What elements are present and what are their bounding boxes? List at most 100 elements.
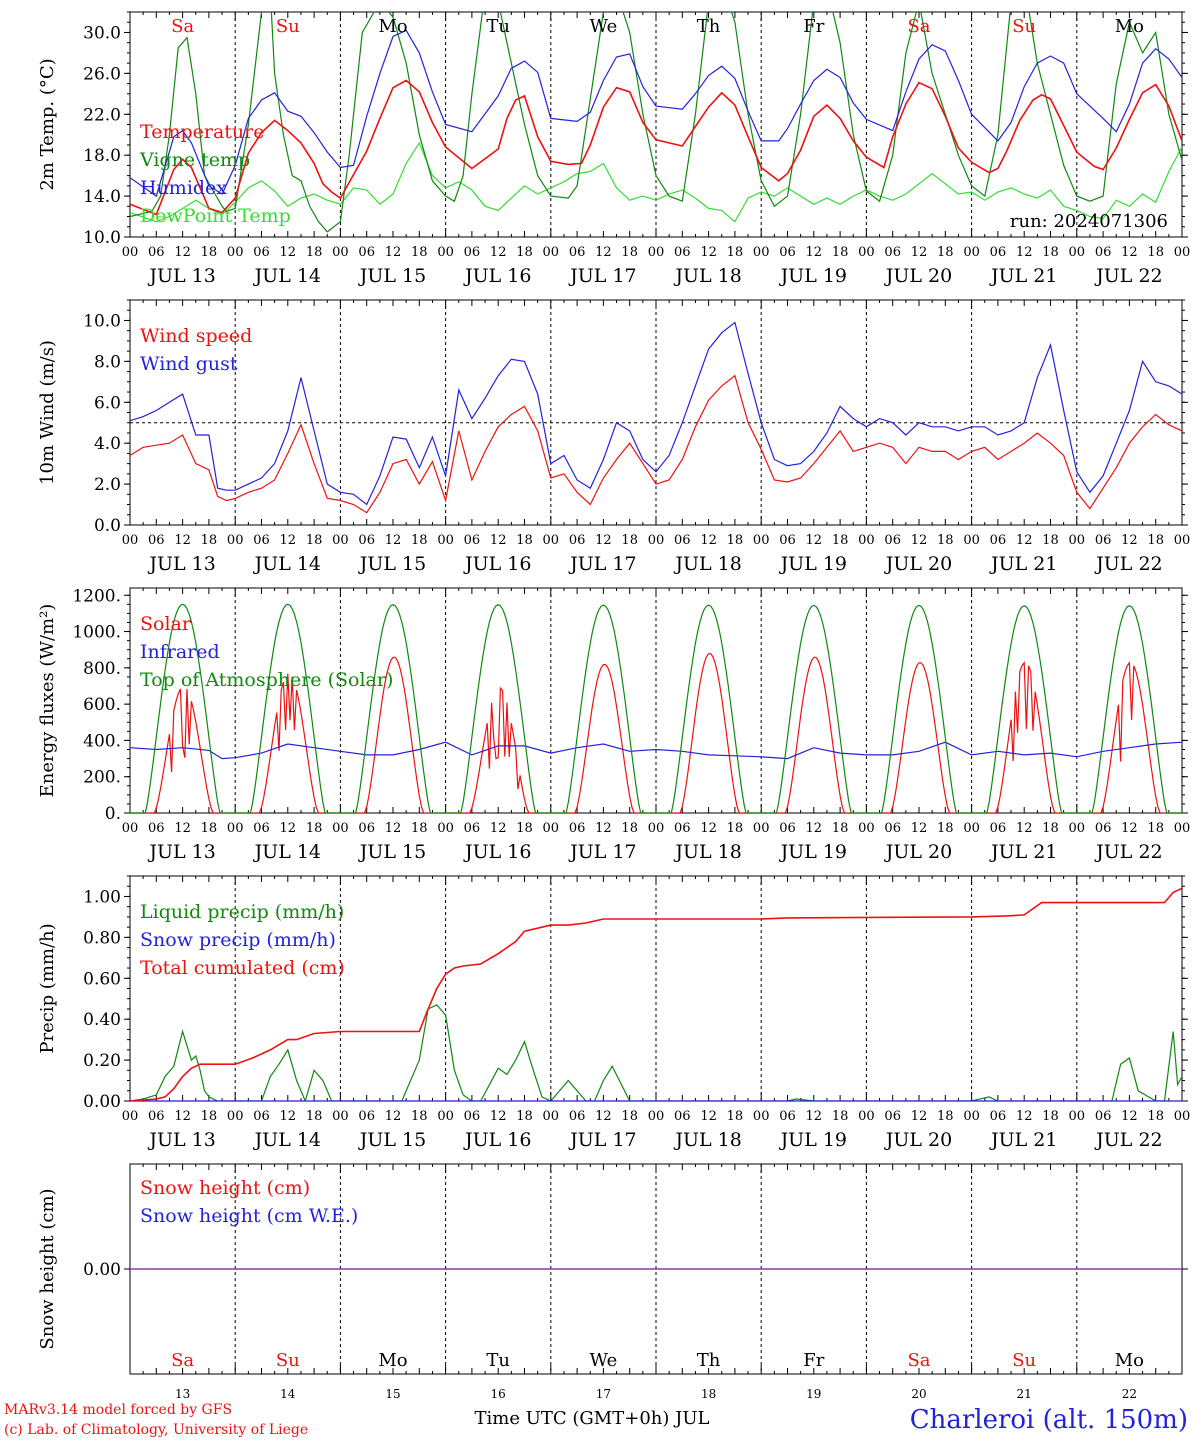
hour-label: 18 [727,245,744,260]
hour-label: 00 [227,821,244,836]
day-abbr: Fr [803,16,824,37]
date-label: JUL 19 [779,841,847,863]
day-number: 22 [1122,1387,1137,1401]
day-abbr-bottom: Fr [803,1350,824,1371]
legend-entry: Total cumulated (cm) [140,957,345,979]
hour-label: 12 [911,821,928,836]
day-abbr: Th [697,16,721,37]
day-abbr-bottom: Mo [1115,1350,1144,1371]
series-liquid-precip-mm-h [130,1004,1182,1101]
hour-label: 12 [1121,1109,1138,1124]
legend-entry: Vigne temp [139,149,250,171]
date-label: JUL 16 [463,553,531,575]
hour-label: 18 [201,533,218,548]
hour-label: 06 [148,533,165,548]
hour-label: 00 [1174,1109,1191,1124]
hour-label: 06 [358,1109,375,1124]
hour-label: 00 [963,1109,980,1124]
y-tick-label: 4.0 [94,434,121,454]
date-label: JUL 16 [463,265,531,287]
day-abbr-bottom: Sa [171,1350,194,1371]
hour-label: 00 [332,821,349,836]
hour-label: 06 [884,245,901,260]
date-label: JUL 15 [358,841,426,863]
hour-label: 00 [963,821,980,836]
hour-label: 00 [753,245,770,260]
hour-label: 06 [148,821,165,836]
series-wind-speed [130,374,1182,514]
hour-label: 06 [464,533,481,548]
hour-label: 00 [332,1109,349,1124]
hour-label: 12 [700,821,717,836]
hour-label: 00 [1069,821,1086,836]
day-number: 21 [1017,1387,1032,1401]
date-label: JUL 13 [147,841,215,863]
legend-entry: Wind speed [140,325,252,347]
hour-label: 06 [358,821,375,836]
hour-label: 06 [779,821,796,836]
day-abbr-bottom: We [590,1350,618,1371]
hour-label: 18 [411,245,428,260]
date-label: JUL 16 [463,841,531,863]
y-tick-label: 0.60 [83,969,121,989]
plot-frame [129,11,1183,238]
x-axis-title: Time UTC (GMT+0h) JUL [475,1408,710,1429]
hour-label: 06 [1095,533,1112,548]
hour-label: 18 [832,1109,849,1124]
hour-label: 00 [543,1109,560,1124]
hour-label: 00 [963,245,980,260]
credit-line-2: (c) Lab. of Climatology, University of L… [4,1422,308,1438]
hour-label: 18 [832,245,849,260]
date-label: JUL 18 [673,841,741,863]
date-label: JUL 14 [253,841,321,863]
day-abbr: Mo [1115,16,1144,37]
hour-label: 18 [937,533,954,548]
y-tick-label: 10.0 [83,228,121,248]
date-label: JUL 22 [1094,841,1162,863]
hour-label: 12 [595,821,612,836]
panel-5: 0.00 Snow height (cm) Snow height (cm) Snow… [37,1163,1188,1401]
hour-label: 12 [595,1109,612,1124]
hour-label: 06 [674,533,691,548]
y-tick-label: 22.0 [83,105,121,125]
footer: MARv3.14 model forced by GFS (c) Lab. of… [4,1402,1188,1438]
hour-label: 06 [358,245,375,260]
legend-entry: DewPoint Temp [140,205,291,227]
day-number: 16 [491,1387,506,1401]
hour-label: 00 [1069,245,1086,260]
hour-label: 12 [1016,821,1033,836]
hour-label: 12 [1016,245,1033,260]
date-label: JUL 13 [147,265,215,287]
panel-4: 0.00 0.20 0.40 0.60 0.80 1.00 Precip (mm/h) Liq… [37,875,1191,1151]
hour-label: 18 [937,1109,954,1124]
hour-label: 18 [306,533,323,548]
hour-label: 18 [832,821,849,836]
hour-label: 12 [385,1109,402,1124]
date-label: JUL 18 [673,265,741,287]
hour-label: 12 [1121,533,1138,548]
date-label: JUL 14 [253,265,321,287]
date-label: JUL 21 [989,553,1057,575]
y-tick-label: 2.0 [94,475,121,495]
run-annotation: run: 2024071306 [1010,211,1168,232]
hour-label: 06 [990,1109,1007,1124]
hour-label: 18 [516,533,533,548]
date-label: JUL 18 [673,553,741,575]
day-number: 19 [806,1387,821,1401]
hour-label: 18 [306,245,323,260]
hour-label: 06 [569,533,586,548]
hour-label: 00 [227,1109,244,1124]
y-tick-label: 0.0 [94,516,121,536]
hour-label: 18 [516,245,533,260]
hour-label: 00 [543,821,560,836]
hour-label: 18 [727,821,744,836]
legend-entry: Snow height (cm) [140,1177,310,1199]
series-infrared [130,741,1182,760]
hour-label: 12 [1121,245,1138,260]
hour-label: 00 [648,533,665,548]
hour-label: 06 [569,821,586,836]
hour-label: 06 [464,1109,481,1124]
hour-label: 06 [148,245,165,260]
y-axis-label: Snow height (cm) [37,1188,58,1349]
hour-label: 18 [411,1109,428,1124]
